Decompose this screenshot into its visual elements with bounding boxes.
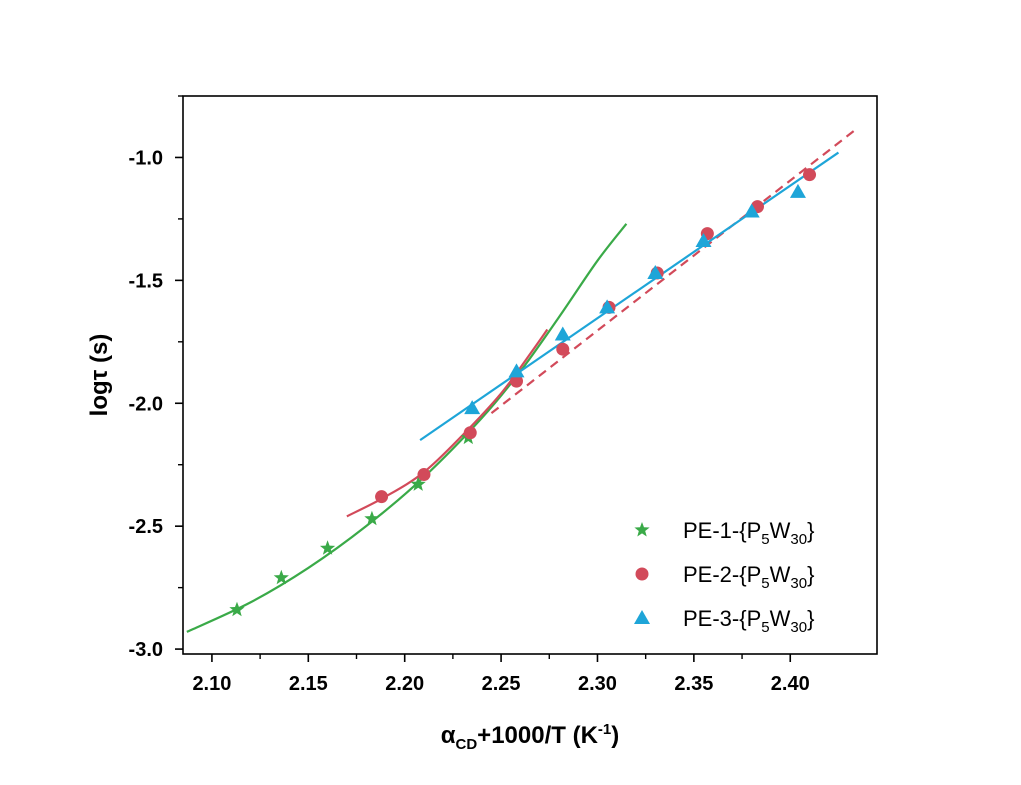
- data-point-circle: [375, 490, 389, 504]
- data-point-triangle: [508, 363, 525, 378]
- data-point-circle: [556, 342, 570, 356]
- y-axis-title: logτ (s): [86, 334, 113, 417]
- x-tick-label: 2.15: [289, 673, 328, 695]
- legend-marker-triangle: [634, 610, 650, 624]
- legend-label: PE-2-{P5W30}: [683, 562, 814, 592]
- data-point-triangle: [554, 326, 571, 341]
- x-tick-label: 2.35: [674, 673, 713, 695]
- fit-line: [419, 151, 840, 442]
- legend: PE-1-{P5W30} PE-2-{P5W30} PE-3-{P5W30}: [634, 518, 814, 636]
- legend-label: PE-1-{P5W30}: [683, 518, 814, 548]
- fit-line: [186, 223, 628, 633]
- data-point-circle: [803, 168, 817, 182]
- x-tick-label: 2.25: [482, 673, 521, 695]
- y-tick-label: -1.0: [129, 147, 163, 169]
- data-point-circle: [417, 468, 431, 482]
- x-tick-label: 2.10: [192, 673, 231, 695]
- y-tick-label: -2.0: [129, 393, 163, 415]
- data-point-triangle: [743, 203, 760, 218]
- data-point-circle: [463, 426, 477, 440]
- y-tick-label: -1.5: [129, 270, 163, 292]
- legend-marker-circle: [635, 567, 649, 581]
- x-tick-label: 2.20: [385, 673, 424, 695]
- x-axis-title: αCD+1000/T (K-1): [441, 721, 620, 753]
- data-point-star: [273, 569, 289, 585]
- data-point-triangle: [695, 233, 712, 248]
- data-points: [229, 168, 817, 617]
- y-tick-label: -2.5: [129, 516, 163, 538]
- data-point-triangle: [647, 264, 664, 279]
- x-tick-label: 2.30: [578, 673, 617, 695]
- legend-label: PE-3-{P5W30}: [683, 606, 814, 636]
- data-point-circle: [510, 374, 524, 388]
- data-point-star: [229, 601, 245, 617]
- fit-line: [490, 127, 859, 414]
- data-point-star: [319, 540, 336, 555]
- data-point-triangle: [464, 400, 481, 415]
- fit-line: [346, 328, 549, 518]
- data-point-triangle: [599, 299, 616, 314]
- y-tick-label: -3.0: [129, 639, 163, 661]
- data-point-star: [364, 510, 380, 526]
- axis-ticks: 2.10 2.15 2.20 2.25 2.30 2.35 2.40 -3.0 -2.5 -2.0…: [129, 95, 810, 695]
- plot-frame: [182, 95, 878, 655]
- legend-marker-star: [634, 522, 650, 537]
- x-tick-label: 2.40: [771, 673, 810, 695]
- data-point-triangle: [789, 183, 806, 198]
- data-point-star: [410, 476, 426, 491]
